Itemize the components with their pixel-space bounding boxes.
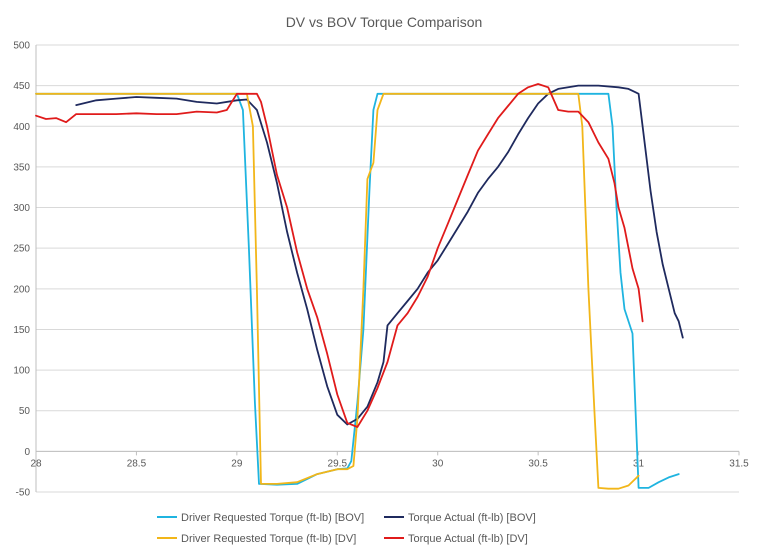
y-tick-label: 150 <box>13 325 30 336</box>
x-tick-label: 29.5 <box>328 458 348 469</box>
chart-title: DV vs BOV Torque Comparison <box>286 14 483 30</box>
x-tick-label: 29 <box>231 458 243 469</box>
series-line-1 <box>75 84 684 426</box>
legend-label-2: Driver Requested Torque (ft-lb) [DV] <box>181 533 356 545</box>
legend-label-3: Torque Actual (ft-lb) [DV] <box>408 533 528 545</box>
series-line-2 <box>35 92 640 490</box>
series-line-0 <box>35 92 680 489</box>
grid-layer <box>36 44 739 493</box>
y-tick-label: 100 <box>13 366 30 377</box>
y-tick-label: 50 <box>19 406 31 417</box>
legend: Driver Requested Torque (ft-lb) [BOV] Tor… <box>157 512 536 545</box>
x-tick-label: 28 <box>30 458 42 469</box>
y-tick-label: 400 <box>13 122 30 133</box>
axis-layer: -50 0 50 100 150 200 250 300 350 400 450 500 28 28.5 2… <box>13 41 749 499</box>
y-tick-label: -50 <box>16 488 31 499</box>
x-tick-label: 31 <box>633 458 645 469</box>
y-tick-label: 350 <box>13 162 30 173</box>
x-tick-label: 31.5 <box>729 458 749 469</box>
y-tick-label: 300 <box>13 203 30 214</box>
y-tick-label: 0 <box>24 447 30 458</box>
y-tick-label: 200 <box>13 284 30 295</box>
x-tick-label: 30.5 <box>528 458 548 469</box>
series-line-3 <box>35 83 644 428</box>
y-tick-label: 250 <box>13 244 30 255</box>
series-layer <box>35 83 684 490</box>
y-tick-label: 450 <box>13 81 30 92</box>
x-tick-label: 30 <box>432 458 444 469</box>
legend-label-0: Driver Requested Torque (ft-lb) [BOV] <box>181 512 364 524</box>
y-tick-label: 500 <box>13 41 30 52</box>
x-tick-label: 28.5 <box>127 458 147 469</box>
legend-label-1: Torque Actual (ft-lb) [BOV] <box>408 512 536 524</box>
